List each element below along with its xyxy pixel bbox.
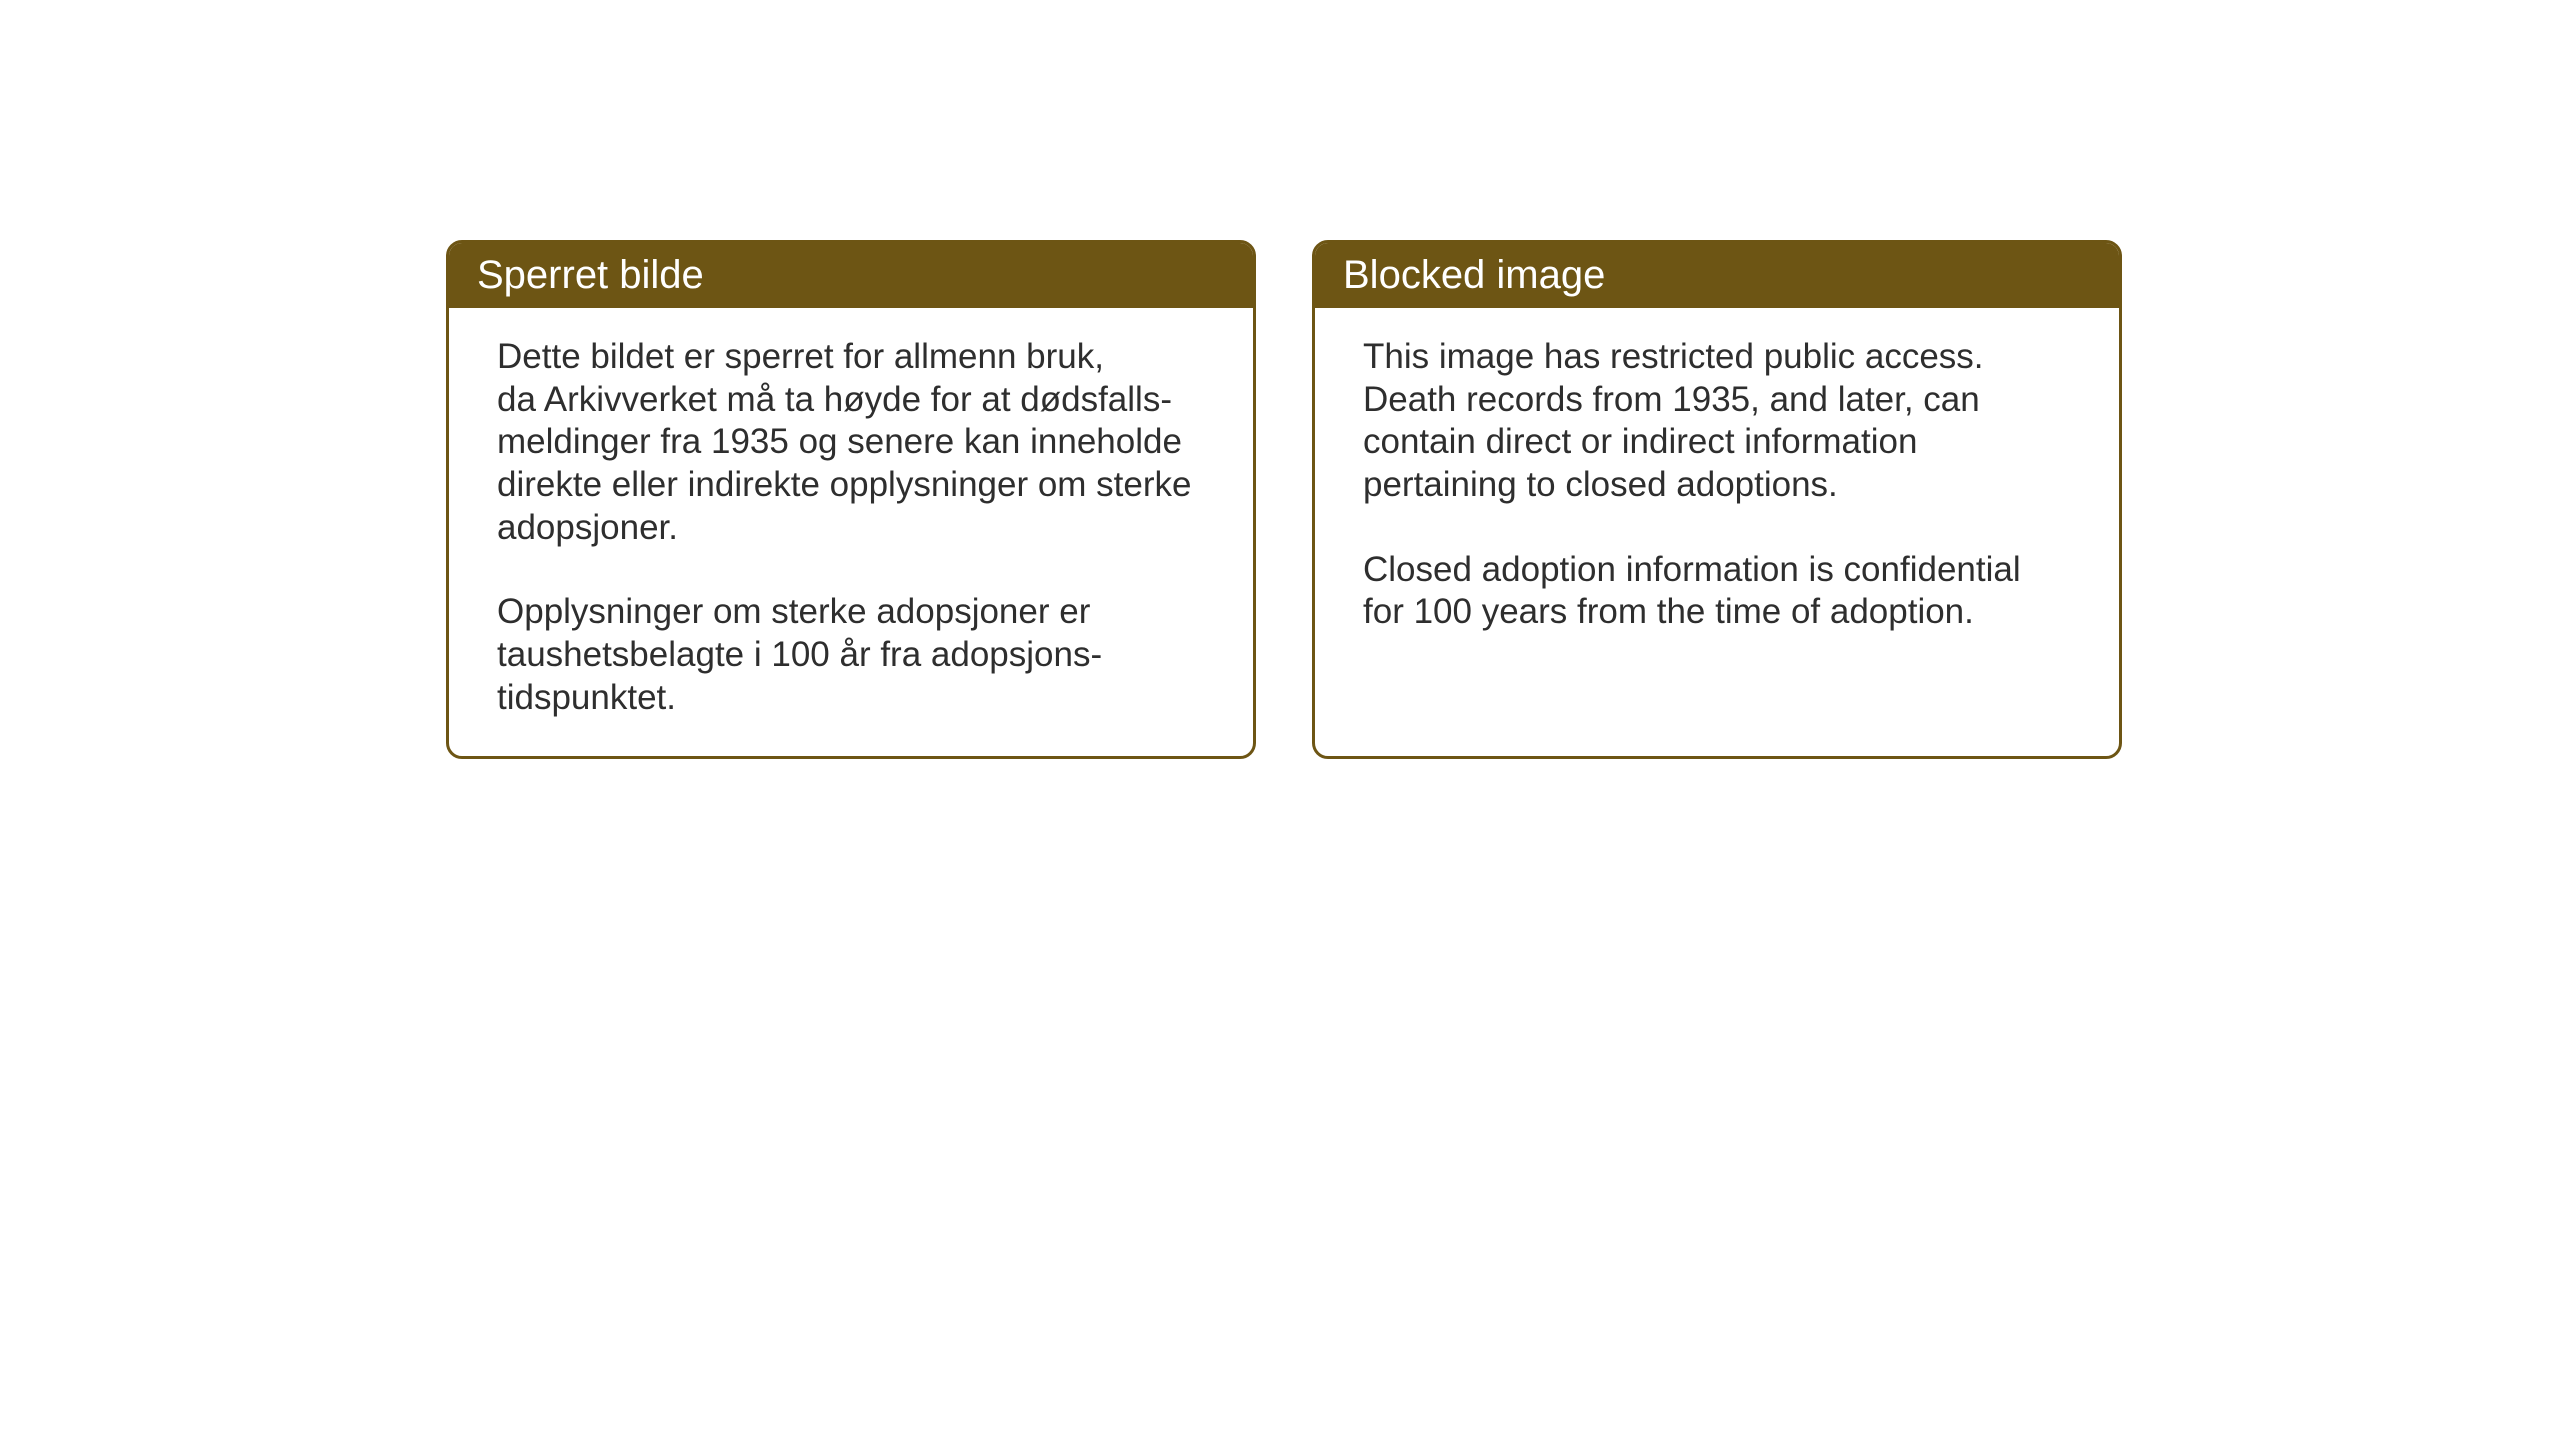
- card-body-english: This image has restricted public access.…: [1315, 308, 2119, 752]
- paragraph-2-norwegian: Opplysninger om sterke adopsjoner er tau…: [497, 591, 1205, 719]
- text-line: da Arkivverket må ta høyde for at dødsfa…: [497, 380, 1172, 419]
- text-line: Death records from 1935, and later, can: [1363, 380, 1980, 419]
- text-line: This image has restricted public access.: [1363, 337, 1984, 376]
- text-line: Closed adoption information is confident…: [1363, 550, 2021, 589]
- card-body-norwegian: Dette bildet er sperret for allmenn bruk…: [449, 308, 1253, 756]
- text-line: meldinger fra 1935 og senere kan innehol…: [497, 422, 1182, 461]
- text-line: for 100 years from the time of adoption.: [1363, 592, 1974, 631]
- card-header-norwegian: Sperret bilde: [449, 243, 1253, 308]
- card-header-english: Blocked image: [1315, 243, 2119, 308]
- text-line: adopsjoner.: [497, 508, 678, 547]
- text-line: Dette bildet er sperret for allmenn bruk…: [497, 337, 1104, 376]
- text-line: direkte eller indirekte opplysninger om …: [497, 465, 1192, 504]
- notice-container: Sperret bilde Dette bildet er sperret fo…: [446, 240, 2122, 759]
- blocked-notice-card-norwegian: Sperret bilde Dette bildet er sperret fo…: [446, 240, 1256, 759]
- card-title-english: Blocked image: [1343, 253, 1605, 297]
- paragraph-2-english: Closed adoption information is confident…: [1363, 549, 2071, 634]
- paragraph-1-norwegian: Dette bildet er sperret for allmenn bruk…: [497, 336, 1205, 549]
- text-line: Opplysninger om sterke adopsjoner er: [497, 592, 1090, 631]
- text-line: contain direct or indirect information: [1363, 422, 1917, 461]
- card-title-norwegian: Sperret bilde: [477, 253, 704, 297]
- paragraph-1-english: This image has restricted public access.…: [1363, 336, 2071, 507]
- text-line: tidspunktet.: [497, 678, 676, 717]
- text-line: taushetsbelagte i 100 år fra adopsjons-: [497, 635, 1102, 674]
- blocked-notice-card-english: Blocked image This image has restricted …: [1312, 240, 2122, 759]
- text-line: pertaining to closed adoptions.: [1363, 465, 1838, 504]
